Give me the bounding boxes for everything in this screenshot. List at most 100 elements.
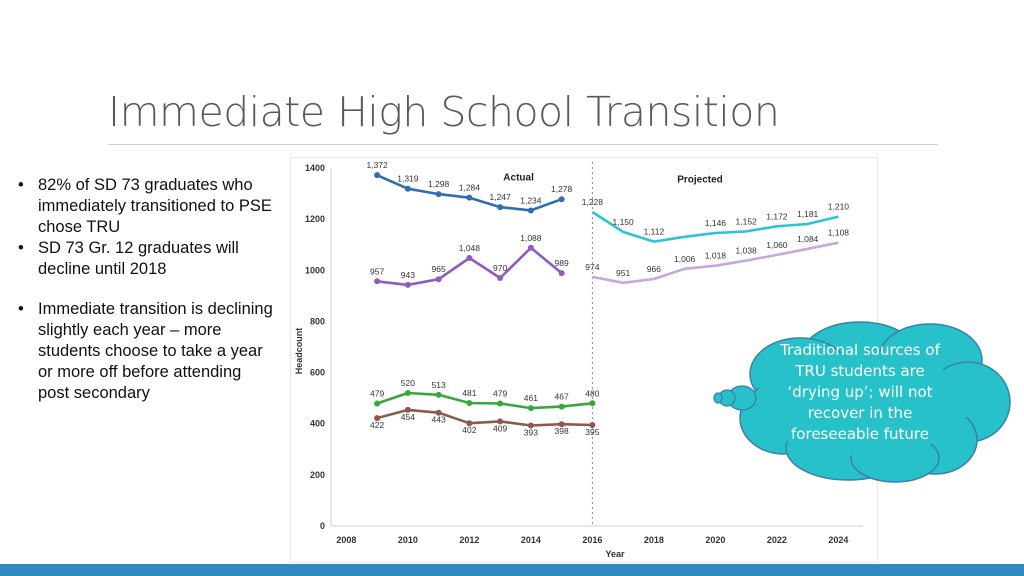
data-label: 1,234 <box>520 195 542 205</box>
title-divider <box>108 144 938 145</box>
data-label: 479 <box>493 389 507 399</box>
data-label: 1,319 <box>397 174 419 184</box>
data-label: 1,372 <box>366 160 388 170</box>
slide-title: Immediate High School Transition <box>108 88 780 136</box>
line-chart: 0 200 400 600 800 1000 1200 1400 2008 2010 2012 201… <box>294 160 863 559</box>
data-label: 1,006 <box>674 254 696 264</box>
x-tick-label: 2012 <box>459 535 479 545</box>
data-point <box>374 172 381 179</box>
data-label: 1,112 <box>644 227 665 237</box>
bullet-list: 82% of SD 73 graduates who immediately t… <box>14 175 274 404</box>
data-label: 970 <box>493 263 507 273</box>
bullet-item: 82% of SD 73 graduates who immediately t… <box>14 175 274 238</box>
data-point <box>435 276 442 283</box>
data-label: 395 <box>585 427 599 437</box>
data-label: 1,088 <box>520 233 542 243</box>
x-tick-label: 2016 <box>582 535 602 545</box>
data-label: 1,060 <box>766 240 788 250</box>
y-tick-label: 800 <box>310 316 325 326</box>
data-point <box>497 418 504 425</box>
x-tick-label: 2022 <box>767 535 787 545</box>
data-label: 409 <box>493 423 507 433</box>
series-line <box>591 210 839 243</box>
x-tick-label: 2024 <box>828 535 848 545</box>
y-tick-label: 1000 <box>305 265 325 275</box>
data-label: 398 <box>555 426 569 436</box>
x-tick-label: 2018 <box>644 535 664 545</box>
data-label: 1,150 <box>612 217 634 227</box>
accent-bar <box>0 564 1024 576</box>
data-label: 520 <box>401 378 415 388</box>
data-point <box>404 281 411 288</box>
data-point <box>497 204 504 211</box>
data-label: 951 <box>616 268 630 278</box>
data-label: 402 <box>462 425 476 435</box>
data-label: 1,247 <box>489 192 511 202</box>
callout-text: Traditional sources of TRU students are … <box>780 341 940 443</box>
data-label: 1,172 <box>766 211 788 221</box>
data-label: 966 <box>647 264 661 274</box>
series-line <box>376 408 593 427</box>
data-label: 1,084 <box>797 234 819 244</box>
data-label: 454 <box>401 412 415 422</box>
data-label: 480 <box>585 388 599 398</box>
y-tick-label: 1200 <box>305 214 325 224</box>
data-label: 467 <box>555 392 569 402</box>
data-point <box>558 270 565 277</box>
series-line <box>592 241 839 285</box>
y-tick-label: 1400 <box>305 163 325 173</box>
data-label: 1,284 <box>459 183 481 193</box>
data-point <box>497 400 504 407</box>
x-tick-label: 2010 <box>398 535 418 545</box>
data-label: 1,048 <box>459 243 481 253</box>
section-label: Projected <box>677 175 723 186</box>
data-point <box>374 278 381 285</box>
data-point <box>589 400 596 407</box>
series-line <box>376 391 593 410</box>
data-label: 1,146 <box>705 218 727 228</box>
data-point <box>466 194 473 201</box>
data-point <box>404 185 411 192</box>
data-label: 1,181 <box>797 209 819 219</box>
data-label: 1,228 <box>582 197 604 207</box>
data-point <box>374 415 381 422</box>
data-label: 461 <box>524 393 538 403</box>
y-tick-label: 400 <box>310 419 325 429</box>
x-tick-label: 2008 <box>336 535 356 545</box>
data-point <box>527 405 534 412</box>
data-point <box>466 400 473 407</box>
data-point <box>435 191 442 198</box>
data-label: 479 <box>370 389 384 399</box>
data-point <box>527 244 534 251</box>
x-tick-label: 2020 <box>705 535 725 545</box>
data-point <box>404 406 411 413</box>
data-label: 974 <box>585 262 599 272</box>
data-label: 1,210 <box>828 202 850 212</box>
data-point <box>404 390 411 397</box>
data-point <box>435 391 442 398</box>
data-point <box>374 400 381 407</box>
data-point <box>527 422 534 429</box>
data-label: 481 <box>462 388 476 398</box>
y-axis-label: Headcount <box>294 328 304 375</box>
data-point <box>466 420 473 427</box>
data-point <box>497 274 504 281</box>
bullet-item: Immediate transition is declining slight… <box>14 299 274 404</box>
y-tick-label: 600 <box>310 368 325 378</box>
data-label: 513 <box>432 380 446 390</box>
data-label: 1,108 <box>828 228 850 238</box>
data-point <box>435 409 442 416</box>
y-tick-label: 0 <box>320 521 325 531</box>
data-point <box>589 421 596 428</box>
data-point <box>466 255 473 262</box>
data-label: 957 <box>370 266 384 276</box>
data-label: 989 <box>555 258 569 268</box>
data-label: 965 <box>432 264 446 274</box>
section-label: Actual <box>503 172 534 183</box>
x-axis-label: Year <box>605 549 625 559</box>
data-point <box>558 421 565 428</box>
data-label: 1,018 <box>705 251 727 261</box>
data-point <box>558 403 565 410</box>
data-label: 1,152 <box>736 216 758 226</box>
data-point <box>527 207 534 214</box>
